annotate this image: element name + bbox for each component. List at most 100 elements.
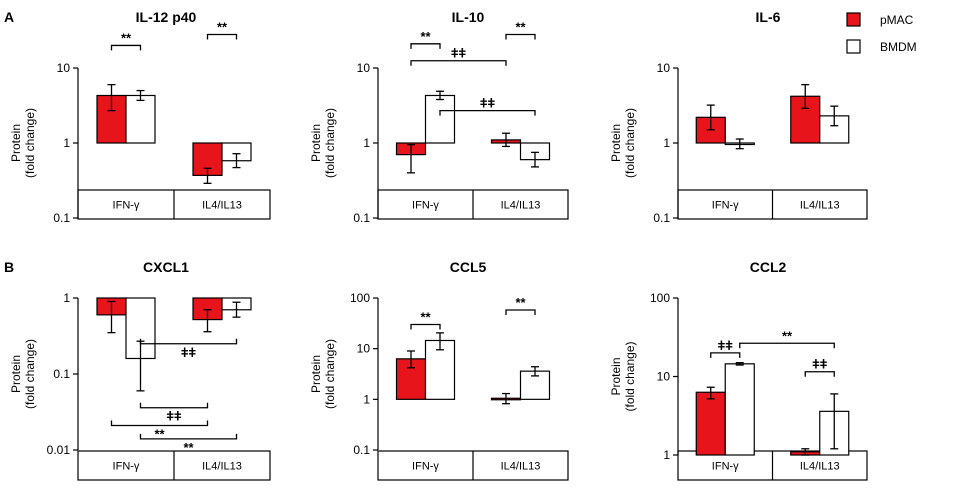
y-tick-label: 100: [650, 291, 670, 305]
chart-title: CCL5: [450, 259, 487, 275]
y-axis-label: Protein(fold change): [9, 108, 37, 178]
significance-label: **: [782, 328, 793, 343]
significance-label: ǂǂ: [451, 46, 467, 61]
category-label: IFN-γ: [712, 200, 739, 212]
significance-label: **: [154, 427, 165, 442]
y-tick-label: 0.1: [353, 211, 370, 225]
significance-bracket: [710, 352, 741, 358]
bar-bmdm: [424, 94, 456, 144]
category-label: IL4/IL13: [202, 461, 242, 473]
y-tick-label: 10: [57, 61, 71, 75]
significance-bracket: [804, 371, 835, 377]
y-axis-label: Protein(fold change): [309, 108, 337, 178]
y-axis-label-line: (fold change): [23, 108, 37, 178]
y-axis-label: Protein(fold change): [309, 339, 337, 409]
chart-title: IL-12 p40: [136, 9, 197, 25]
significance-label: **: [515, 19, 526, 34]
category-label: IL4/IL13: [800, 461, 840, 473]
y-tick-label: 0.01: [47, 443, 71, 457]
legend-swatch-bmdm: [846, 39, 861, 54]
significance-label: **: [515, 295, 526, 310]
chart-3: CXCL1 1 0.1 0.01 Protein(fold change) IFN-γ IL…: [9, 259, 271, 481]
y-axis-label-line: (fold change): [623, 108, 637, 178]
significance-bracket: [139, 338, 238, 345]
panel-label-a: A: [4, 9, 14, 25]
y-tick-label: 10: [657, 370, 671, 384]
y-tick-label: 0.1: [353, 443, 370, 457]
bar-bmdm: [724, 363, 755, 456]
y-tick-label: 100: [350, 291, 370, 305]
y-axis-label: Protein(fold change): [609, 341, 637, 411]
chart-0: IL-12 p40 10 1 0.1 Protein(fold change) IFN-γ…: [9, 9, 271, 225]
chart-title: IL-10: [452, 9, 485, 25]
significance-label: ǂǂ: [718, 338, 734, 353]
significance-label: ǂǂ: [812, 357, 828, 372]
y-tick-label: 1: [363, 136, 370, 150]
y-tick-label: 1: [363, 392, 370, 406]
significance-bracket: [410, 60, 507, 66]
y-tick-label: 1: [663, 136, 670, 150]
chart-title: CXCL1: [143, 259, 189, 275]
y-axis-label-line: Protein: [609, 357, 623, 395]
y-tick-label: 1: [663, 448, 670, 462]
y-axis-label: Protein(fold change): [9, 339, 37, 409]
significance-bracket: [206, 33, 238, 40]
bar-bmdm: [125, 94, 156, 144]
category-label: IL4/IL13: [501, 461, 541, 473]
category-label: IL4/IL13: [501, 200, 541, 212]
y-tick-label: 0.1: [53, 211, 70, 225]
y-axis-label-line: Protein: [609, 124, 623, 162]
significance-label: **: [420, 309, 431, 324]
category-label: IFN-γ: [412, 200, 439, 212]
chart-2: IL-6 10 1 0.1 Protein(fold change) IFN-γ IL4/I…: [609, 9, 868, 225]
significance-bracket: [505, 309, 536, 315]
y-tick-label: 0.1: [653, 211, 670, 225]
significance-label: ǂǂ: [181, 345, 197, 360]
category-label: IFN-γ: [113, 200, 140, 212]
category-label: IL4/IL13: [202, 200, 242, 212]
significance-bracket: [410, 43, 441, 49]
y-axis-label-line: (fold change): [623, 341, 637, 411]
y-tick-label: 1: [63, 136, 70, 150]
significance-label: ǂǂ: [166, 409, 182, 424]
y-axis-label-line: (fold change): [323, 339, 337, 409]
significance-bracket: [410, 323, 441, 330]
y-tick-label: 1: [63, 291, 70, 305]
legend-label-pmac: pMAC: [880, 13, 914, 27]
category-label: IFN-γ: [113, 461, 140, 473]
significance-bracket: [139, 433, 238, 440]
y-axis-label-line: Protein: [309, 124, 323, 162]
y-axis-label-line: Protein: [9, 355, 23, 393]
significance-bracket: [110, 420, 209, 427]
chart-4: CCL5 100 10 1 0.1 Protein(fold change) IFN-γ IL…: [309, 259, 569, 481]
category-label: IFN-γ: [712, 461, 739, 473]
category-label: IL4/IL13: [800, 200, 840, 212]
category-label: IFN-γ: [412, 461, 439, 473]
bar-pmac: [790, 95, 821, 144]
significance-label: **: [121, 30, 132, 45]
chart-title: CCL2: [750, 259, 787, 275]
significance-bracket: [110, 44, 142, 51]
significance-label: **: [420, 29, 431, 44]
significance-bracket: [139, 402, 209, 409]
y-axis-label-line: Protein: [309, 355, 323, 393]
y-axis-label-line: (fold change): [323, 108, 337, 178]
y-tick-label: 10: [357, 342, 371, 356]
significance-bracket: [739, 342, 835, 349]
y-tick-label: 0.1: [53, 367, 70, 381]
legend-swatch-pmac: [846, 12, 861, 27]
significance-label: ǂǂ: [480, 96, 496, 111]
y-axis-label-line: (fold change): [23, 339, 37, 409]
chart-title: IL-6: [756, 9, 781, 25]
chart-1: IL-10 10 1 0.1 Protein(fold change) IFN-γ IL4/…: [309, 9, 569, 225]
panel-label-b: B: [4, 259, 14, 275]
significance-label: **: [217, 19, 228, 34]
chart-5: CCL2 100 10 1 Protein(fold change) IFN-γ IL4/I…: [609, 259, 868, 481]
y-axis-label: Protein(fold change): [609, 108, 637, 178]
y-tick-label: 10: [357, 61, 371, 75]
bar-pmac: [695, 391, 726, 456]
significance-bracket: [505, 33, 536, 40]
y-tick-label: 10: [657, 61, 671, 75]
